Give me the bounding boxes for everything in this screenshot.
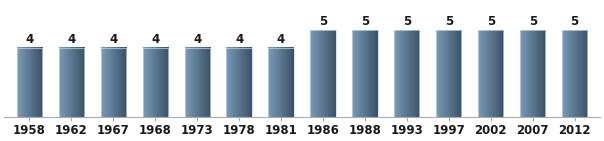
Bar (268, 48, 294, 117)
Text: 5: 5 (361, 16, 369, 28)
Text: 5: 5 (487, 16, 495, 28)
Bar (562, 30, 587, 117)
Bar (59, 48, 84, 117)
Text: 5: 5 (528, 16, 537, 28)
Text: 5: 5 (403, 16, 411, 28)
Bar (352, 30, 378, 117)
Bar (143, 48, 168, 117)
Bar (17, 48, 42, 117)
Text: 4: 4 (151, 33, 159, 46)
Text: 4: 4 (67, 33, 76, 46)
Text: 4: 4 (277, 33, 285, 46)
Text: 4: 4 (193, 33, 201, 46)
Text: 5: 5 (571, 16, 579, 28)
Bar (101, 48, 126, 117)
Text: 4: 4 (25, 33, 33, 46)
Bar (394, 30, 419, 117)
Bar (226, 48, 252, 117)
Bar (478, 30, 503, 117)
Text: 4: 4 (235, 33, 243, 46)
Text: 5: 5 (445, 16, 453, 28)
Bar (520, 30, 545, 117)
Bar (436, 30, 461, 117)
Bar (310, 30, 336, 117)
Bar (185, 48, 210, 117)
Text: 5: 5 (319, 16, 327, 28)
Text: 4: 4 (109, 33, 117, 46)
